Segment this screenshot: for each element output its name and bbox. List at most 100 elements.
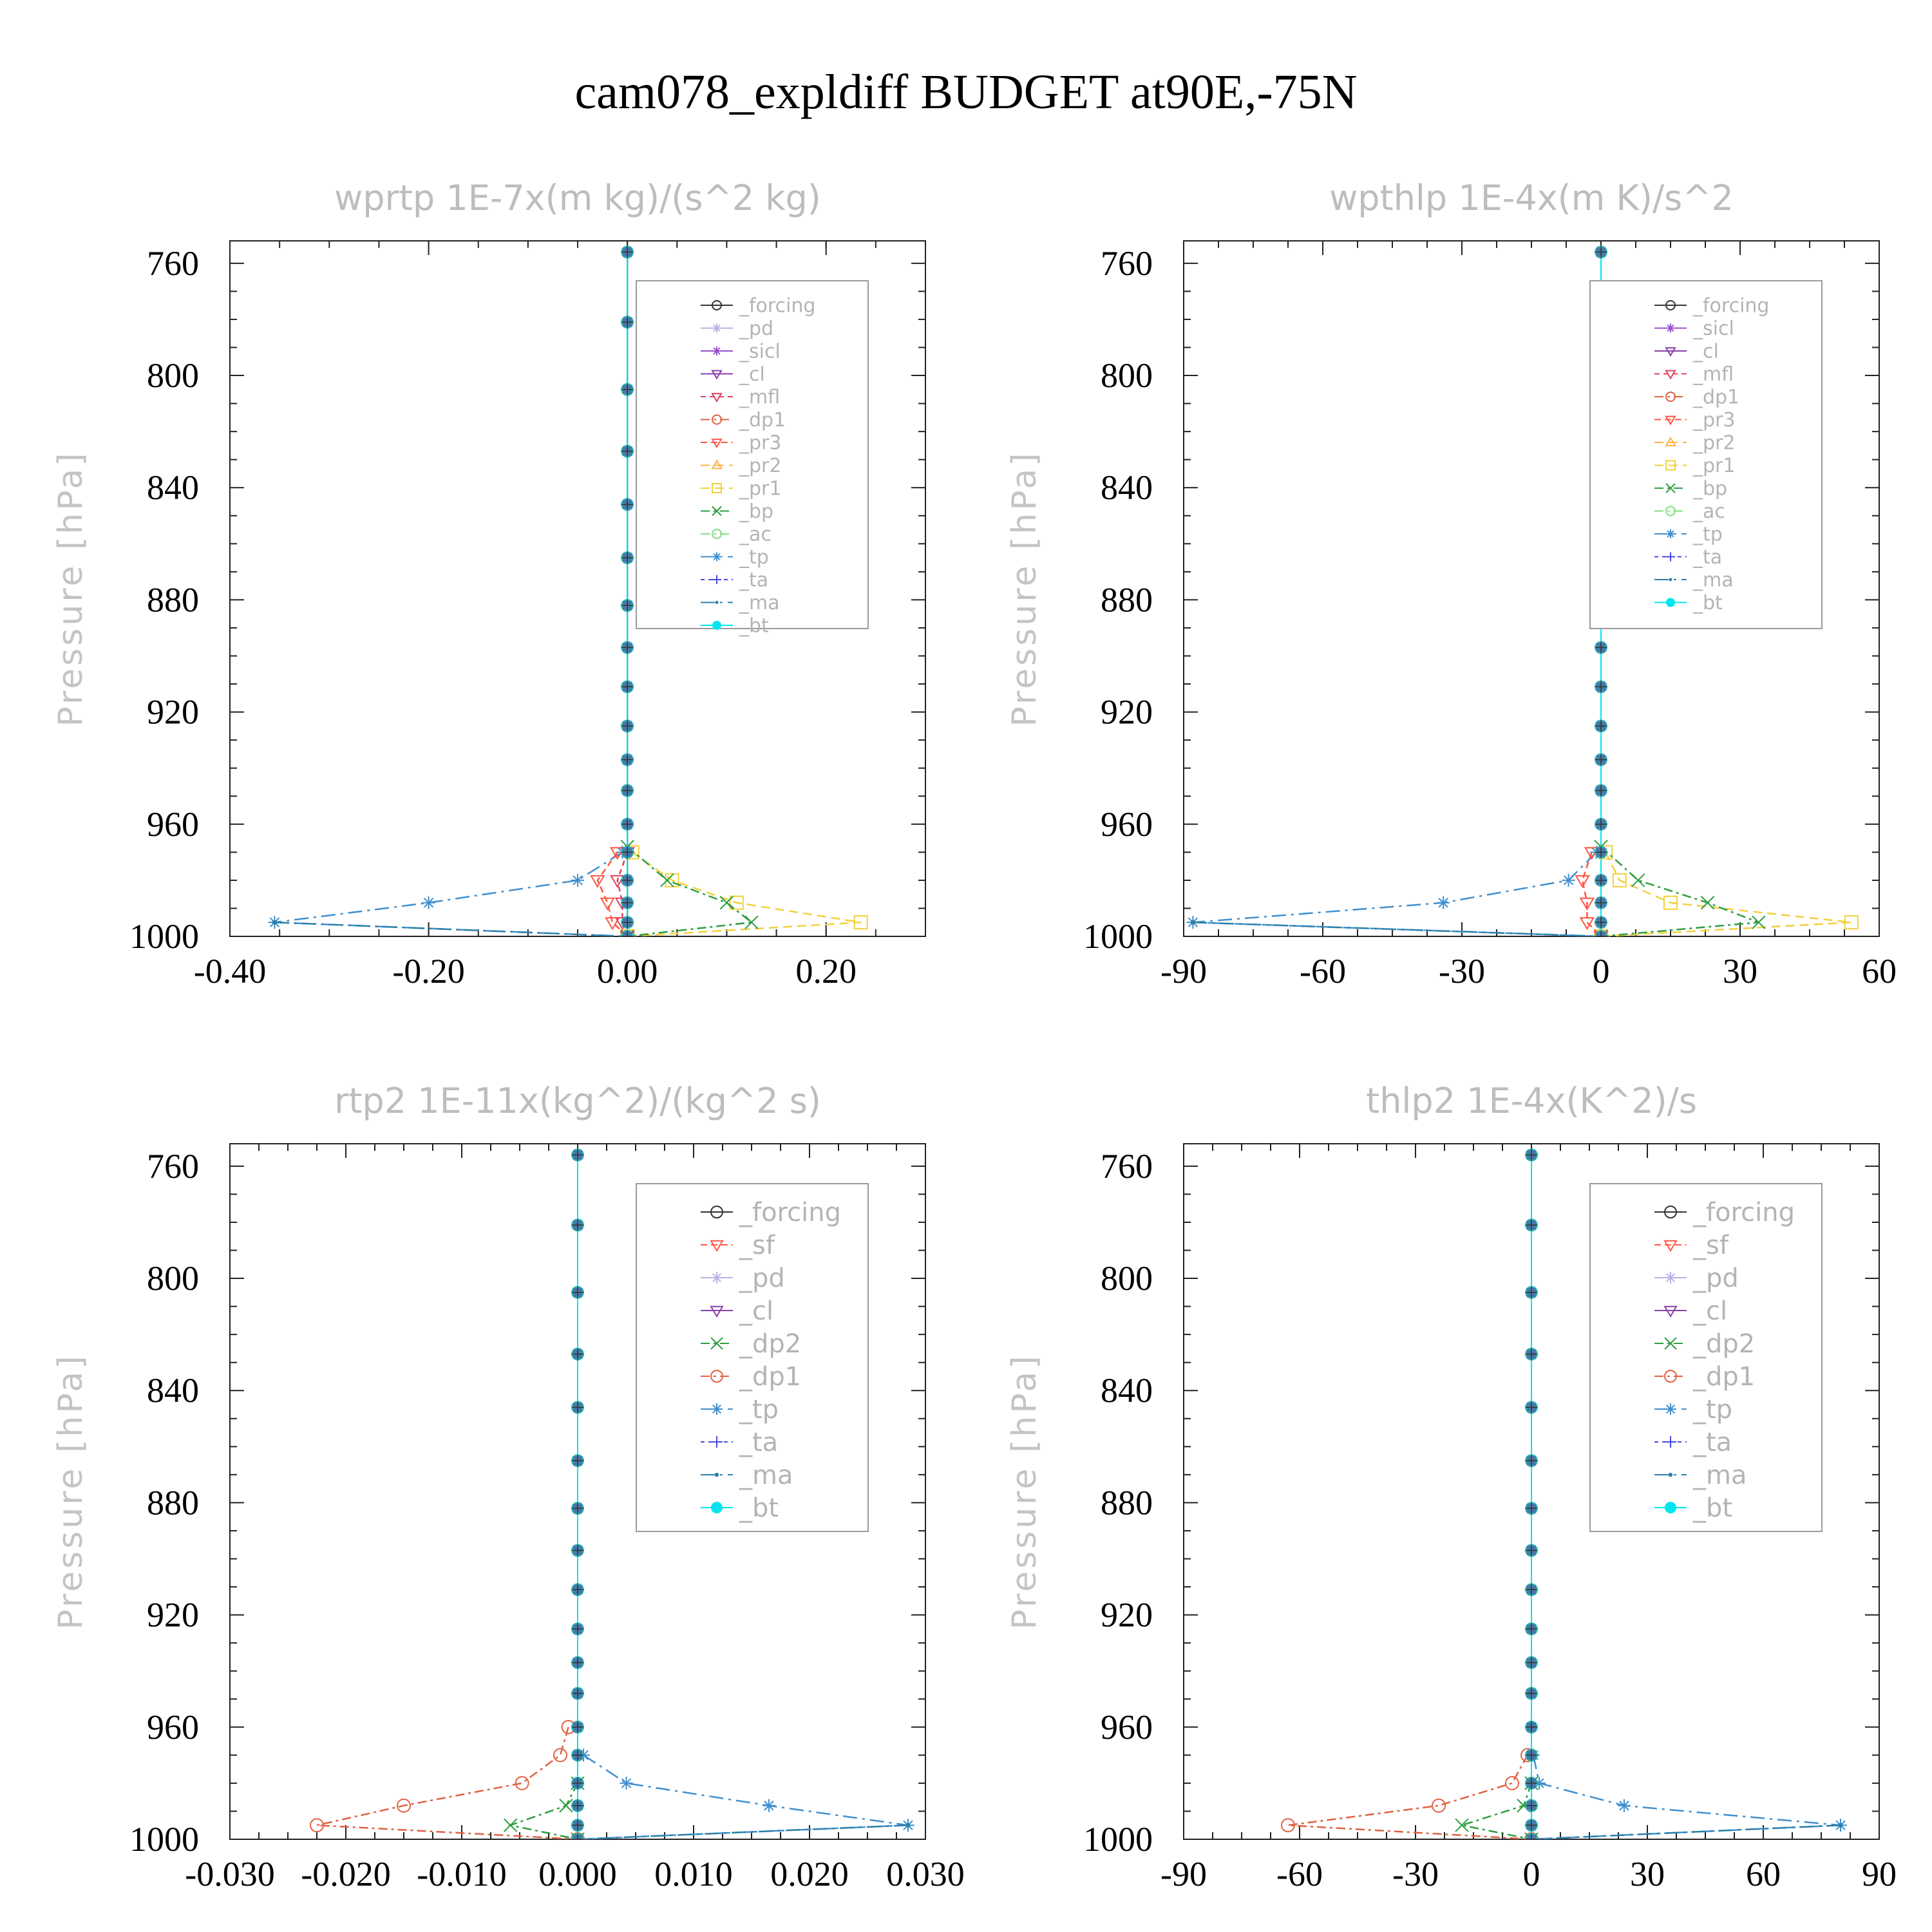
series-point-pr3 — [590, 875, 605, 888]
legend-item-ta: _ta — [701, 569, 768, 592]
ta-point — [1595, 931, 1607, 936]
legend-label: _bt — [1692, 592, 1723, 614]
ta-point — [621, 681, 634, 693]
legend-label: _dp1 — [1692, 1362, 1755, 1392]
legend-item-ma: _ma — [701, 1461, 793, 1490]
x-tick-label: -0.030 — [185, 1855, 274, 1893]
legend-item-sf: _sf — [1654, 1231, 1729, 1260]
chart-panel-2: wpthlp 1E-4x(m K)/s^2 Pressure [hPa] 760 80… — [1005, 178, 1897, 990]
ta-point — [1526, 1687, 1537, 1700]
series-point-pr1 — [1663, 895, 1678, 910]
x-tick-label: 0.00 — [597, 952, 658, 990]
legend-label: _ma — [1692, 1461, 1747, 1490]
legend-marker — [711, 370, 723, 380]
legend-label: _pr3 — [739, 432, 781, 455]
series-line-ma — [577, 1824, 909, 1839]
legend-item-ma: _ma — [1654, 569, 1734, 592]
x-tick-label: -60 — [1276, 1855, 1323, 1893]
y-axis-label: Pressure [hPa] — [52, 1354, 90, 1630]
legend-label: _ma — [739, 1461, 793, 1490]
legend-marker — [712, 575, 721, 584]
ta-point — [572, 1749, 583, 1761]
legend: _forcing _sf _pd _cl_dp2_dp1_tp _ta _ma _bt — [636, 1183, 869, 1532]
ta-point — [1595, 874, 1607, 886]
legend-item-dp1: _dp1 — [701, 409, 786, 431]
ta-point — [572, 1656, 583, 1669]
legend-item-dp2: _dp2 — [1654, 1329, 1755, 1359]
x-tick-label: -0.010 — [417, 1855, 506, 1893]
series-point-bp — [660, 873, 674, 887]
legend-item-ac: _ac — [701, 524, 772, 546]
legend: _forcing _sf _pd _cl_dp2_dp1_tp _ta _ma _bt — [1589, 1183, 1823, 1532]
legend-label: _tp — [739, 546, 769, 569]
legend-marker — [712, 414, 722, 425]
legend-label: _bt — [1692, 1493, 1732, 1523]
legend-label: _pd — [739, 1264, 785, 1293]
legend-label: _ta — [739, 569, 768, 592]
series-line-ma — [274, 921, 628, 936]
legend-item-ac: _ac — [1654, 500, 1725, 523]
legend-item-tp: _tp — [1654, 1395, 1732, 1425]
ta-point — [572, 1777, 583, 1789]
ta-point — [621, 641, 634, 654]
legend-label: _forcing — [739, 1198, 841, 1227]
y-tick-label: 1000 — [129, 917, 199, 956]
x-tick-label: 0 — [1523, 1855, 1540, 1893]
legend: _forcing_sicl_cl_mfl_dp1_pr3_pr2_pr1_bp_… — [1589, 280, 1823, 629]
ta-point — [621, 383, 634, 395]
figure-title: cam078_expldiff BUDGET at90E,-75N — [574, 65, 1357, 119]
legend-item-sf: _sf — [701, 1231, 775, 1260]
y-tick-label: 800 — [1101, 356, 1153, 395]
ta-point — [1526, 1777, 1537, 1789]
series-point-ma — [1190, 920, 1195, 925]
ta-point — [572, 1286, 583, 1298]
series-point-dp1 — [515, 1776, 529, 1790]
legend-label: _sicl — [1692, 317, 1734, 340]
ta-point — [621, 445, 634, 457]
ta-point — [1526, 1799, 1537, 1812]
legend-marker — [712, 621, 721, 630]
ta-point — [621, 316, 634, 328]
series-point-dp2 — [1455, 1818, 1469, 1832]
x-tick-label: 0.000 — [538, 1855, 617, 1893]
series-point-dp1 — [553, 1748, 567, 1763]
series-point-tp — [1437, 896, 1450, 909]
y-tick-label: 760 — [1101, 1147, 1153, 1186]
ta-point — [572, 1687, 583, 1700]
series-line-dp1 — [1287, 1754, 1532, 1839]
legend-box — [636, 1183, 869, 1532]
ta-point — [1526, 1623, 1537, 1635]
series-line-mfl — [616, 851, 629, 936]
series-line-dp1 — [316, 1727, 578, 1839]
x-tick-label: 60 — [1862, 952, 1897, 990]
ta-point — [1595, 896, 1607, 909]
legend-item-ta: _ta — [1654, 546, 1722, 569]
ta-point — [1526, 1286, 1537, 1298]
legend-marker — [711, 1502, 723, 1513]
legend-marker — [712, 300, 722, 310]
chart-panel-4: thlp2 1E-4x(K^2)/s Pressure [hPa] 760 800 84… — [1005, 1081, 1897, 1893]
legend-item-ta: _ta — [1654, 1428, 1732, 1457]
legend-marker — [1665, 1403, 1676, 1415]
series-point-bp — [719, 896, 734, 910]
series-point-tp — [1533, 1776, 1546, 1790]
ta-point — [1595, 641, 1607, 654]
legend-label: _forcing — [739, 295, 815, 317]
ta-point — [621, 896, 634, 909]
legend-label: _dp2 — [739, 1329, 801, 1359]
legend-marker — [1665, 415, 1676, 426]
legend-marker — [710, 1206, 723, 1218]
series-point-pr1 — [729, 895, 744, 910]
ta-point — [1595, 720, 1607, 732]
legend-marker — [1663, 1305, 1678, 1318]
legend-label: _dp1 — [739, 409, 786, 431]
ta-point — [1526, 1584, 1537, 1596]
legend-marker — [1665, 347, 1676, 357]
legend-item-bp: _bp — [1654, 478, 1727, 500]
legend-label: _pr2 — [1692, 432, 1735, 455]
legend-box — [1589, 1183, 1823, 1532]
series-point-bp — [744, 915, 759, 929]
legend-marker — [714, 1472, 719, 1477]
legend-item-forcing: _forcing — [701, 1198, 841, 1227]
